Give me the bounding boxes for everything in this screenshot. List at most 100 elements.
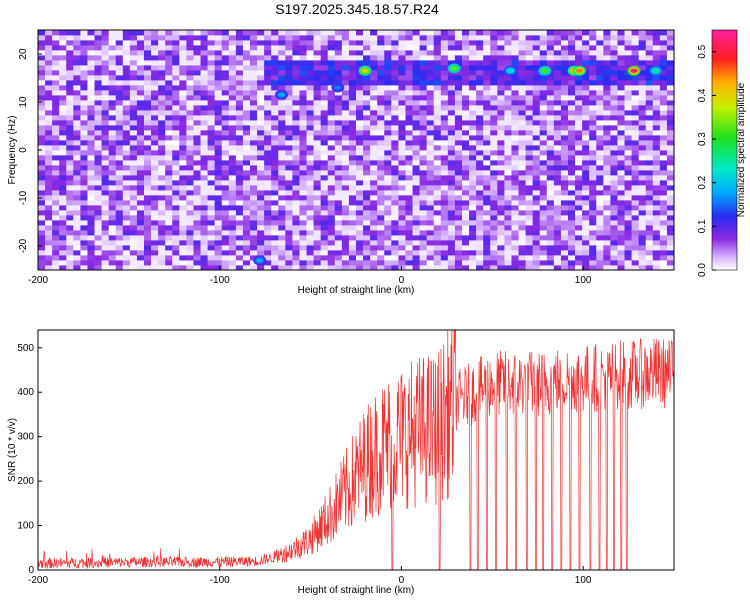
heatmap-cell [490, 125, 498, 131]
heatmap-cell [631, 190, 640, 196]
heatmap-cell [412, 70, 420, 76]
heatmap-cell [52, 170, 60, 176]
heatmap-cell [235, 200, 244, 206]
heatmap-cell [228, 225, 237, 231]
heatmap-cell [278, 160, 286, 166]
heatmap-cell [200, 180, 208, 186]
heatmap-cell [525, 105, 534, 111]
heatmap-cell [327, 70, 336, 76]
heatmap-cell [447, 245, 456, 251]
heatmap-cell [370, 130, 378, 136]
heatmap-cell [624, 225, 632, 231]
heatmap-cell [38, 65, 46, 71]
heatmap-cell [320, 110, 329, 116]
heatmap-cell [292, 220, 300, 226]
heatmap-cell [398, 170, 406, 176]
heatmap-cell [603, 115, 611, 121]
heatmap-cell [426, 195, 435, 201]
heatmap-cell [122, 70, 131, 76]
heatmap-cell [348, 85, 357, 91]
heatmap-cell [228, 60, 237, 66]
heatmap-cell [214, 145, 223, 151]
heatmap-cell [101, 85, 110, 91]
heatmap-cell [151, 60, 159, 66]
heatmap-cell [264, 80, 272, 86]
heatmap-cell [285, 60, 293, 66]
heatmap-cell [320, 220, 329, 226]
heatmap-cell [603, 210, 611, 216]
heatmap-cell [235, 235, 244, 241]
heatmap-cell [631, 90, 640, 96]
heatmap-cell [440, 40, 449, 46]
heatmap-cell [207, 95, 216, 101]
heatmap-cell [624, 230, 632, 236]
heatmap-cell [264, 205, 272, 211]
heatmap-cell [101, 195, 110, 201]
heatmap-cell [101, 60, 110, 66]
heatmap-cell [546, 115, 555, 121]
heatmap-cell [462, 230, 470, 236]
heatmap-cell [94, 190, 102, 196]
heatmap-cell [228, 40, 237, 46]
heatmap-cell [38, 55, 46, 61]
heatmap-cell [165, 150, 173, 156]
heatmap-cell [186, 100, 194, 106]
heatmap-cell [306, 75, 314, 81]
heatmap-cell [214, 120, 223, 126]
heatmap-cell [115, 60, 124, 66]
heatmap-cell [341, 195, 350, 201]
heatmap-cell [462, 75, 470, 81]
heatmap-cell [391, 160, 399, 166]
heatmap-cell [250, 250, 258, 256]
heatmap-cell [73, 85, 81, 91]
heatmap-cell [193, 145, 201, 151]
heatmap-cell [546, 155, 555, 161]
heatmap-cell [447, 255, 456, 261]
heatmap-cell [59, 230, 67, 236]
heatmap-cell [370, 235, 378, 241]
heatmap-cell [405, 190, 413, 196]
heatmap-cell [440, 115, 449, 121]
heatmap-cell [476, 265, 484, 270]
heatmap-cell [560, 160, 569, 166]
heatmap-cell [659, 145, 668, 151]
heatmap-cell [490, 130, 498, 136]
heatmap-cell [617, 95, 625, 101]
heatmap-cell [136, 200, 145, 206]
heatmap-cell [271, 225, 279, 231]
heatmap-cell [645, 75, 654, 81]
heatmap-cell [447, 95, 456, 101]
heatmap-cell [412, 190, 420, 196]
heatmap-cell [172, 35, 180, 41]
heatmap-cell [207, 230, 216, 236]
heatmap-cell [214, 175, 223, 181]
heatmap-cell [483, 125, 491, 131]
heatmap-cell [398, 140, 406, 146]
heatmap-cell [363, 35, 371, 41]
heatmap-cell [398, 155, 406, 161]
heatmap-cell [52, 245, 60, 251]
heatmap-cell [525, 180, 534, 186]
heatmap-cell [617, 180, 625, 186]
heatmap-cell [610, 190, 618, 196]
heatmap-cell [652, 30, 661, 36]
heatmap-cell [596, 105, 604, 111]
heatmap-cell [136, 50, 145, 56]
heatmap-cell [539, 195, 548, 201]
heatmap-cell [645, 215, 654, 221]
heatmap-cell [645, 160, 654, 166]
heatmap-cell [341, 110, 350, 116]
heatmap-cell [462, 135, 470, 141]
heatmap-cell [38, 120, 46, 126]
heatmap-cell [356, 265, 364, 270]
heatmap-cell [405, 175, 413, 181]
heatmap-cell [271, 175, 279, 181]
heatmap-cell [242, 125, 251, 131]
heatmap-cell [610, 130, 618, 136]
heatmap-cell [299, 250, 307, 256]
heatmap-cell [165, 55, 173, 61]
heatmap-cell [631, 175, 640, 181]
heatmap-cell [186, 70, 194, 76]
heatmap-cell [221, 250, 230, 256]
heatmap-cell [334, 120, 343, 126]
